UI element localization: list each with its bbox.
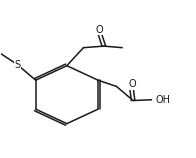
Text: O: O xyxy=(128,79,136,89)
Text: S: S xyxy=(14,60,20,70)
Text: O: O xyxy=(95,25,103,35)
Text: OH: OH xyxy=(155,95,170,105)
